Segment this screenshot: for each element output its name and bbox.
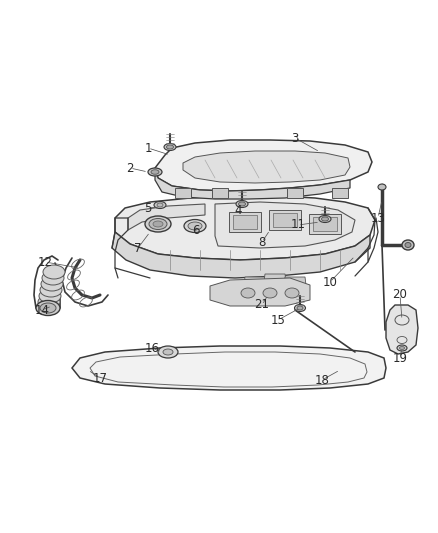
- Text: 12: 12: [38, 255, 53, 269]
- Text: 5: 5: [144, 201, 152, 214]
- Ellipse shape: [166, 145, 173, 149]
- Ellipse shape: [184, 220, 206, 232]
- Text: 13: 13: [371, 212, 385, 224]
- Ellipse shape: [40, 283, 62, 297]
- Polygon shape: [212, 188, 228, 198]
- Ellipse shape: [188, 222, 202, 230]
- Ellipse shape: [158, 346, 178, 358]
- Polygon shape: [115, 196, 375, 260]
- Ellipse shape: [148, 168, 162, 176]
- Polygon shape: [386, 305, 418, 354]
- Polygon shape: [287, 188, 303, 198]
- Text: 20: 20: [392, 288, 407, 302]
- Polygon shape: [263, 274, 287, 290]
- Ellipse shape: [397, 345, 407, 351]
- Ellipse shape: [236, 200, 248, 207]
- Polygon shape: [155, 140, 372, 191]
- Polygon shape: [155, 168, 350, 199]
- Ellipse shape: [294, 304, 305, 311]
- Text: 11: 11: [290, 219, 305, 231]
- Ellipse shape: [239, 202, 246, 206]
- Polygon shape: [283, 277, 307, 293]
- Text: 14: 14: [35, 303, 49, 317]
- Text: 6: 6: [192, 223, 200, 237]
- Polygon shape: [243, 277, 267, 293]
- Ellipse shape: [151, 169, 159, 174]
- Polygon shape: [210, 278, 310, 306]
- Ellipse shape: [402, 240, 414, 250]
- Ellipse shape: [263, 288, 277, 298]
- Ellipse shape: [43, 265, 65, 279]
- Ellipse shape: [37, 301, 59, 315]
- Ellipse shape: [157, 203, 163, 207]
- Ellipse shape: [285, 288, 299, 298]
- Ellipse shape: [145, 216, 171, 232]
- Ellipse shape: [36, 301, 60, 316]
- Ellipse shape: [297, 306, 303, 310]
- Ellipse shape: [38, 295, 60, 309]
- Polygon shape: [273, 213, 297, 227]
- Polygon shape: [112, 232, 370, 278]
- Polygon shape: [175, 188, 191, 198]
- Polygon shape: [183, 151, 350, 183]
- Text: 19: 19: [392, 351, 407, 365]
- Ellipse shape: [399, 346, 405, 350]
- Polygon shape: [332, 188, 348, 198]
- Ellipse shape: [153, 221, 163, 227]
- Polygon shape: [72, 346, 386, 390]
- Text: 2: 2: [126, 161, 134, 174]
- Polygon shape: [229, 212, 261, 232]
- Text: 21: 21: [254, 298, 269, 311]
- Ellipse shape: [241, 288, 255, 298]
- Ellipse shape: [164, 143, 176, 150]
- Text: 4: 4: [234, 204, 242, 216]
- Polygon shape: [269, 210, 301, 230]
- Ellipse shape: [42, 271, 64, 285]
- Text: 3: 3: [291, 132, 299, 144]
- Text: 7: 7: [134, 241, 142, 254]
- Ellipse shape: [163, 349, 173, 355]
- Ellipse shape: [39, 289, 61, 303]
- Text: 1: 1: [144, 141, 152, 155]
- Ellipse shape: [40, 303, 56, 313]
- Polygon shape: [215, 202, 355, 248]
- Polygon shape: [233, 215, 257, 229]
- Text: 18: 18: [314, 374, 329, 386]
- Ellipse shape: [378, 184, 386, 190]
- Text: 16: 16: [145, 342, 159, 354]
- Polygon shape: [128, 204, 205, 230]
- Text: 8: 8: [258, 236, 266, 248]
- Polygon shape: [309, 214, 341, 234]
- Text: 17: 17: [92, 372, 107, 384]
- Polygon shape: [313, 217, 337, 231]
- Ellipse shape: [319, 215, 331, 222]
- Text: 15: 15: [271, 313, 286, 327]
- Ellipse shape: [154, 201, 166, 208]
- Ellipse shape: [149, 219, 167, 230]
- Ellipse shape: [41, 277, 63, 291]
- Text: 10: 10: [322, 276, 337, 288]
- Ellipse shape: [405, 243, 411, 247]
- Ellipse shape: [321, 217, 328, 221]
